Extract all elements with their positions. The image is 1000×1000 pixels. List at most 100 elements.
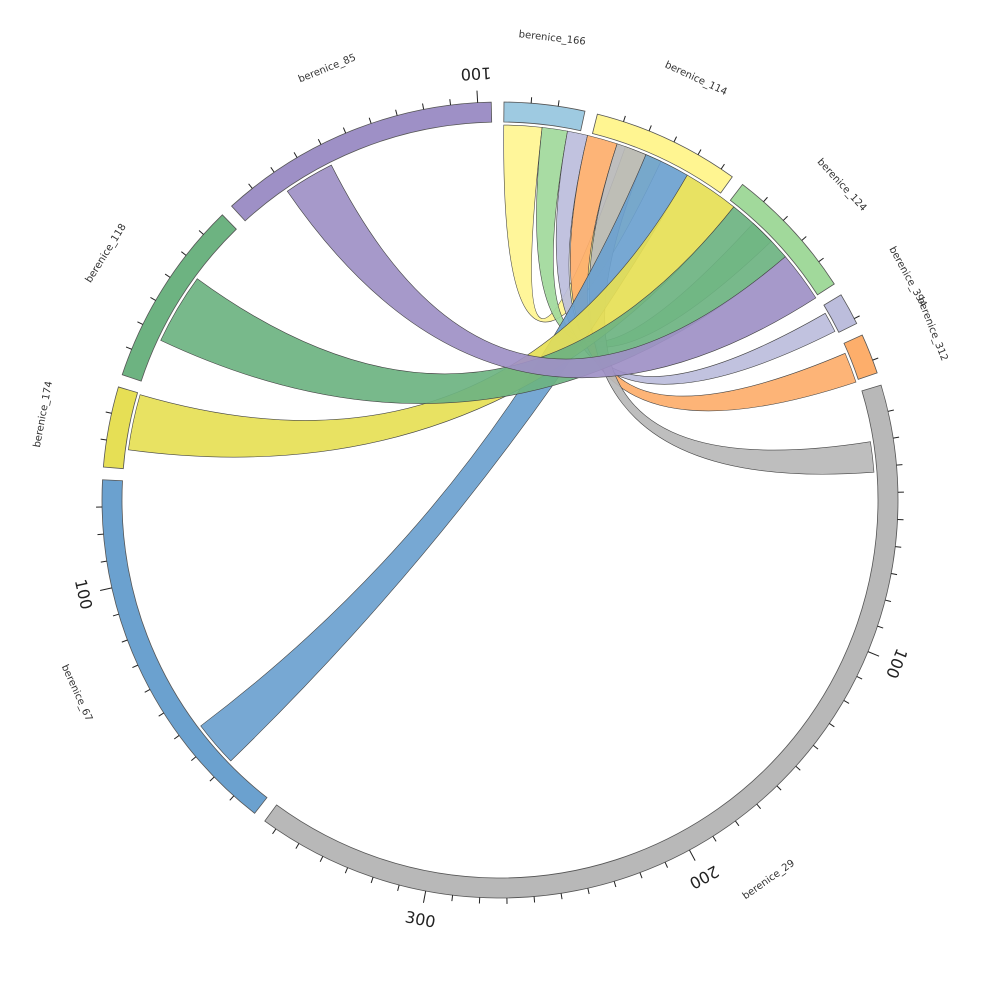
tick-mark xyxy=(872,357,879,361)
tick-mark xyxy=(270,167,275,173)
segment-label-berenice-114: berenice_114 xyxy=(663,60,729,98)
segment-berenice-312 xyxy=(843,334,878,380)
tick-mark xyxy=(887,409,894,412)
segment-berenice-29 xyxy=(264,384,899,899)
tick-mark xyxy=(734,820,740,827)
tick-mark xyxy=(843,699,850,704)
major-tick-label: 100 xyxy=(460,63,492,84)
segment-layer xyxy=(101,101,899,899)
tick-mark xyxy=(885,599,892,603)
tick-mark xyxy=(639,872,643,879)
major-tick-label: 100 xyxy=(71,577,96,611)
segment-berenice-67 xyxy=(101,479,268,814)
tick-mark xyxy=(248,183,253,189)
tick-mark xyxy=(895,546,902,548)
tick-mark xyxy=(344,867,349,874)
tick-mark xyxy=(105,411,112,414)
tick-mark xyxy=(229,795,235,801)
tick-mark xyxy=(198,230,204,235)
segment-label-berenice-166: berenice_166 xyxy=(518,29,586,48)
tick-mark xyxy=(776,785,782,791)
tick-layer xyxy=(96,90,904,904)
tick-mark xyxy=(209,776,215,782)
segment-label-berenice-312: berenice_312 xyxy=(915,296,950,363)
tick-mark xyxy=(896,464,903,466)
tick-mark xyxy=(818,257,824,263)
tick-mark xyxy=(587,888,590,895)
tick-mark xyxy=(100,560,107,563)
segment-berenice-174 xyxy=(102,386,139,470)
tick-mark xyxy=(422,103,425,110)
tick-mark xyxy=(763,196,768,203)
tick-mark xyxy=(557,100,560,107)
tick-mark xyxy=(97,533,104,536)
tick-mark xyxy=(158,712,165,717)
tick-mark xyxy=(368,117,372,124)
tick-mark xyxy=(712,835,717,842)
tick-mark xyxy=(144,689,151,693)
tick-mark xyxy=(451,895,454,902)
tick-mark xyxy=(893,436,900,439)
segment-berenice-124 xyxy=(729,183,835,296)
major-tick-label: 200 xyxy=(686,862,722,893)
tick-mark xyxy=(813,745,819,750)
tick-mark xyxy=(560,893,563,900)
tick-mark xyxy=(370,877,374,884)
segment-label-berenice-29: berenice_29 xyxy=(741,858,797,902)
tick-mark xyxy=(829,723,835,728)
ribbon-layer xyxy=(128,124,875,762)
tick-mark xyxy=(293,152,298,158)
segment-label-berenice-124: berenice_124 xyxy=(815,157,869,214)
major-tick-label: 300 xyxy=(404,907,438,931)
tick-mark xyxy=(697,149,702,155)
segment-label-berenice-174: berenice_174 xyxy=(32,380,55,448)
tick-mark xyxy=(648,125,652,132)
tick-mark xyxy=(795,765,801,771)
tick-mark xyxy=(173,735,180,740)
tick-mark xyxy=(801,236,807,241)
tick-mark xyxy=(782,215,788,221)
segment-berenice-166 xyxy=(503,101,586,132)
tick-mark xyxy=(181,251,187,256)
tick-mark xyxy=(272,828,277,835)
tick-mark xyxy=(613,881,617,888)
segment-berenice-394 xyxy=(823,294,858,333)
tick-mark xyxy=(295,843,300,849)
tick-mark xyxy=(395,109,398,116)
tick-mark xyxy=(112,613,119,617)
tick-mark xyxy=(673,136,678,143)
tick-mark xyxy=(100,438,107,441)
tick-mark xyxy=(319,856,324,862)
segment-berenice-85 xyxy=(231,101,493,222)
tick-mark xyxy=(125,346,132,350)
label-layer: berenice_166berenice_114berenice_124bere… xyxy=(32,29,950,931)
ribbon-berenice-166-to-berenice-67 xyxy=(200,154,688,762)
tick-mark xyxy=(664,861,669,868)
tick-mark xyxy=(191,756,197,762)
tick-mark xyxy=(422,890,427,903)
tick-mark xyxy=(342,127,347,134)
ribbon-berenice-166-to-berenice-85 xyxy=(286,164,817,379)
tick-mark xyxy=(132,664,139,669)
tick-mark xyxy=(137,321,144,325)
segment-berenice-118 xyxy=(121,214,237,382)
tick-mark xyxy=(476,90,479,103)
tick-mark xyxy=(867,651,880,657)
tick-mark xyxy=(533,896,536,903)
tick-mark xyxy=(877,625,884,629)
tick-mark xyxy=(150,297,156,301)
tick-mark xyxy=(121,639,128,643)
tick-mark xyxy=(856,675,863,680)
segment-berenice-114 xyxy=(591,113,733,194)
segment-label-berenice-67: berenice_67 xyxy=(59,663,94,723)
tick-mark xyxy=(449,99,452,106)
tick-mark xyxy=(891,573,898,576)
tick-mark xyxy=(720,163,725,170)
tick-mark xyxy=(100,587,112,592)
segment-label-berenice-118: berenice_118 xyxy=(84,222,129,285)
tick-mark xyxy=(688,849,696,861)
segment-label-berenice-85: berenice_85 xyxy=(297,52,358,85)
tick-mark xyxy=(854,315,860,320)
major-tick-label: 100 xyxy=(882,646,911,681)
